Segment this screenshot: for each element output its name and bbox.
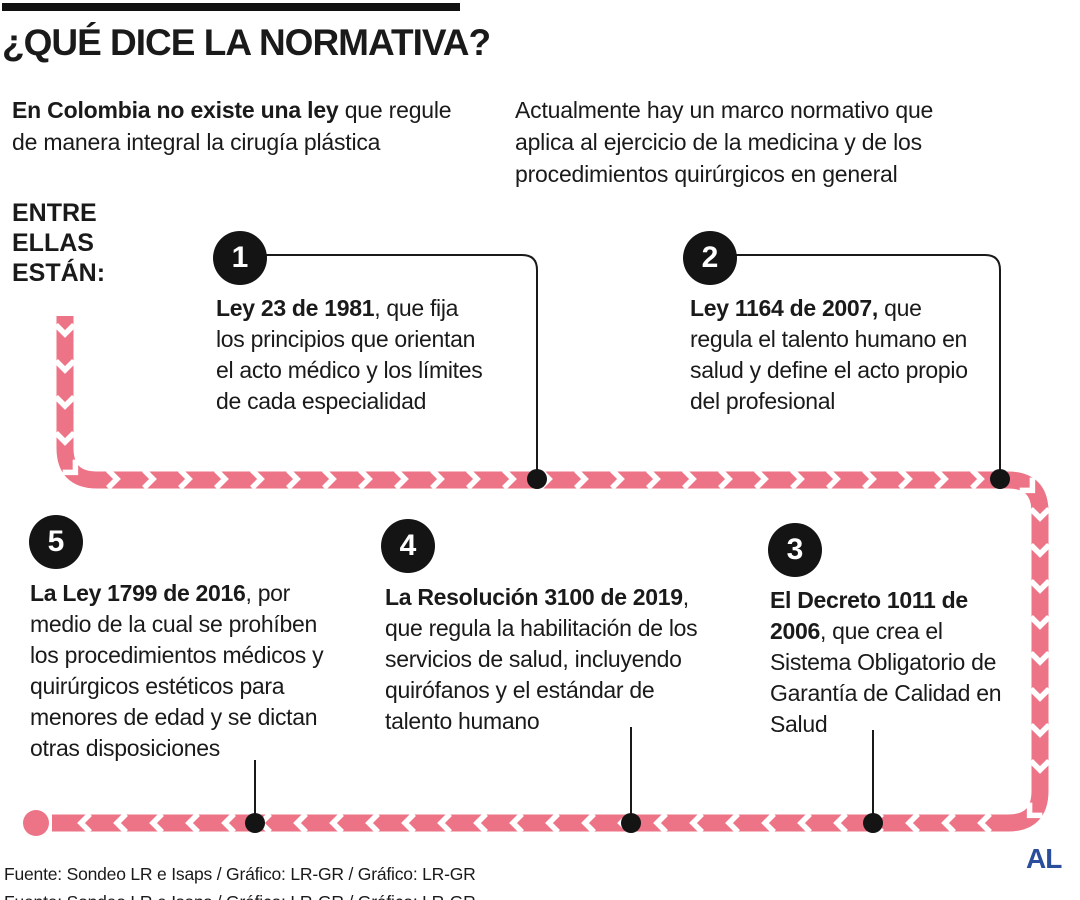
node-dot-item-4	[621, 813, 641, 833]
intro-left-paragraph: En Colombia no existe una ley que regule…	[12, 94, 482, 158]
marker-4-number: 4	[399, 529, 417, 562]
intro-right-paragraph: Actualmente hay un marco normativo que a…	[515, 97, 934, 187]
item-1-lead: Ley 23 de 1981	[216, 295, 375, 321]
item-4-rest: , que regula la habilitación de los serv…	[385, 584, 698, 734]
marker-2-number: 2	[701, 241, 719, 274]
item-2-rest: que regula el talento humano en salud y …	[690, 295, 968, 414]
timeline-item-4-text: La Resolución 3100 de 2019, que regula l…	[385, 582, 725, 737]
item-3-rest: , que crea el Sistema Obligatorio de Gar…	[770, 618, 1002, 737]
intro-left-lead: En Colombia no existe una ley	[12, 97, 339, 123]
node-dot-item-1	[527, 469, 547, 489]
intro-left-rest: que regule de manera integral la cirugía…	[12, 97, 452, 155]
item-4-lead: La Resolución 3100 de 2019	[385, 584, 683, 610]
timeline-item-2-text: Ley 1164 de 2007, que regula el talento …	[690, 293, 1020, 417]
timeline-item-1-text: Ley 23 de 1981, que fija los principios …	[216, 293, 546, 417]
item-5-lead: La Ley 1799 de 2016	[30, 580, 246, 606]
timeline-end-dot	[23, 810, 49, 836]
item-2-lead: Ley 1164 de 2007,	[690, 295, 878, 321]
item-5-rest: , por medio de la cual se prohíben los p…	[30, 580, 324, 761]
al-brand-logo: AL	[1026, 843, 1062, 874]
header-accent-bar	[2, 3, 460, 11]
node-dot-item-3	[863, 813, 883, 833]
node-dot-item-2	[990, 469, 1010, 489]
timeline-section-label: ENTRE ELLAS ESTÁN:	[12, 199, 106, 287]
marker-3-number: 3	[786, 533, 804, 566]
timeline-marker-2: 2	[683, 231, 737, 285]
item-3-lead: El Decreto 1011 de 2006	[770, 587, 968, 644]
timeline-item-3-text: El Decreto 1011 de 2006, que crea el Sis…	[770, 585, 1030, 740]
marker-5-number: 5	[47, 525, 65, 558]
source-credit: Fuente: Sondeo LR e Isaps / Gráfico: LR-…	[4, 864, 476, 884]
timeline-marker-3: 3	[768, 523, 822, 577]
item-1-rest: , que fija los principios que orientan e…	[216, 295, 483, 414]
marker-1-number: 1	[231, 241, 249, 274]
timeline-marker-1: 1	[213, 231, 267, 285]
clipped-bottom-text-line: Fuente: Sondeo LR e Isaps / Gráfico: LR-…	[4, 892, 479, 900]
node-dot-item-5	[245, 813, 265, 833]
timeline-marker-4: 4	[381, 519, 435, 573]
page-title: ¿QUÉ DICE LA NORMATIVA?	[2, 22, 491, 63]
timeline-marker-5: 5	[29, 515, 83, 569]
timeline-item-5-text: La Ley 1799 de 2016, por medio de la cua…	[30, 578, 360, 764]
